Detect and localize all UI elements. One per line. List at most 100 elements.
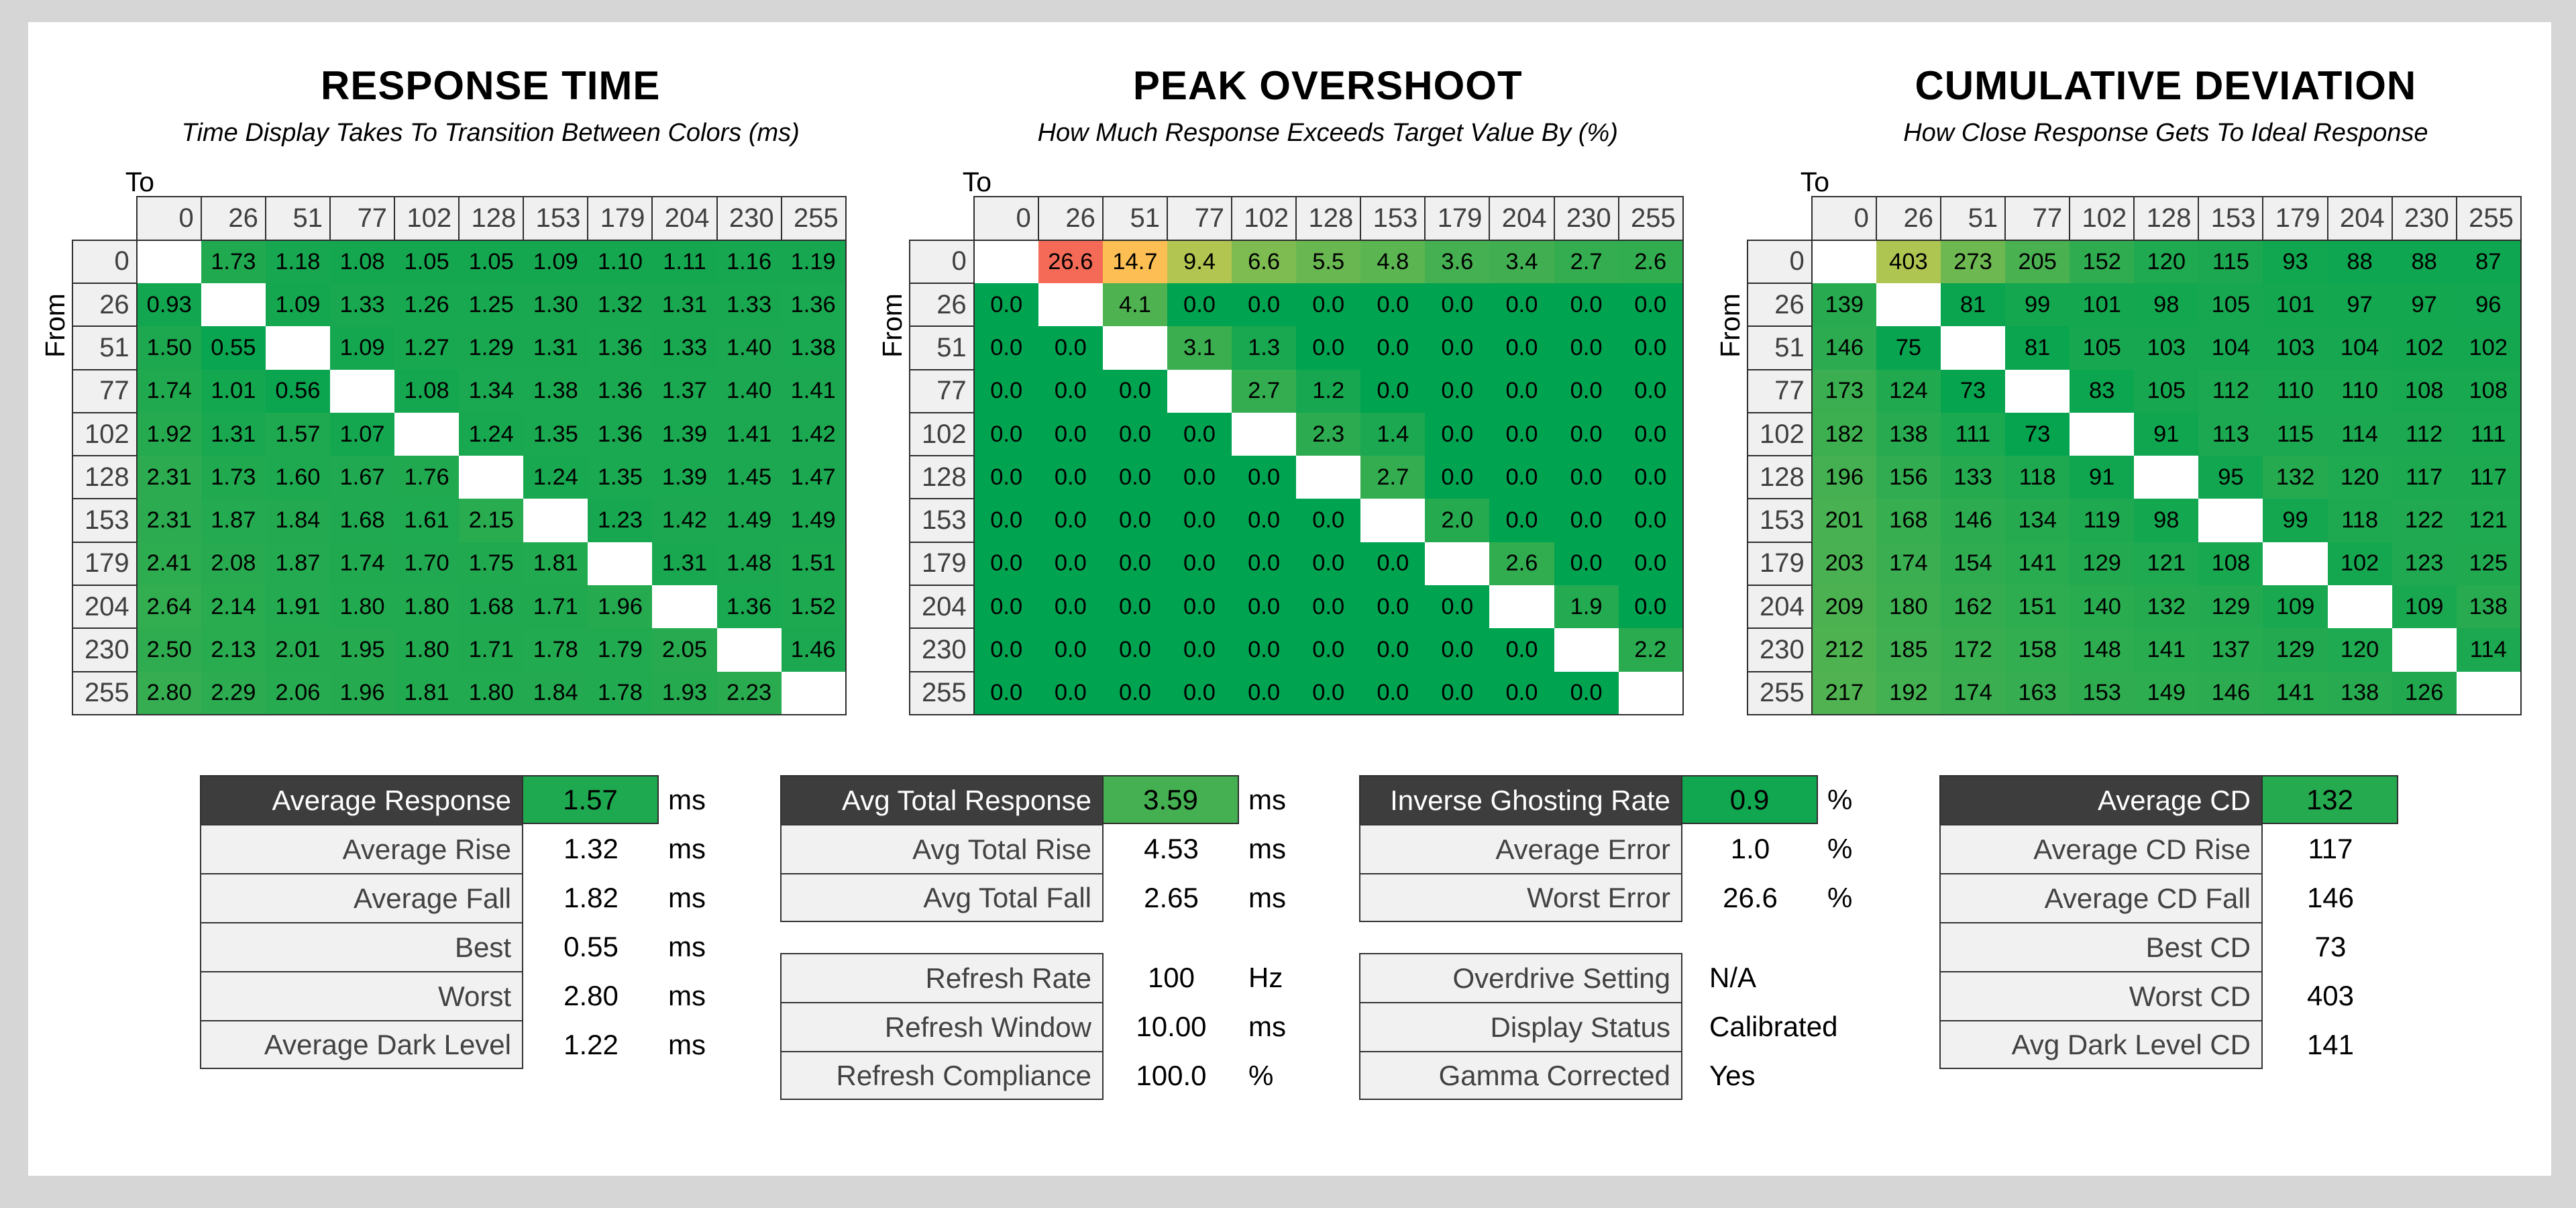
heatmap-table: 0 26 51 77 102 128 153 179 204 230 255 0 1.73 1.18 1.0… [71,195,847,715]
matrix-cell: 203 [1811,542,1876,586]
matrix-cell: 273 [1940,240,2006,283]
matrix-cell: 99 [2005,283,2070,327]
matrix-col-header: 230 [716,195,782,241]
matrix-cell: 0.0 [1618,369,1684,413]
matrix-cell: 101 [2070,283,2135,327]
summary-label: Avg Total Fall [780,873,1104,922]
matrix-cell: 149 [2134,671,2199,715]
matrix-cell: 2.7 [1360,456,1426,499]
matrix-cell: 1.32 [588,283,653,327]
summary-label: Refresh Rate [780,953,1104,1002]
matrix-cell: 1.05 [394,240,460,283]
matrix-cell: 1.68 [459,585,524,629]
matrix-cell: 0.0 [1425,283,1490,327]
matrix-cell: 0.0 [1425,671,1490,715]
matrix-corner [909,196,974,240]
matrix-cell: 0.0 [1618,326,1684,370]
matrix-cell: 151 [2005,585,2070,629]
matrix-cell: 1.3 [1232,326,1297,370]
matrix-col-header: 204 [651,195,718,241]
matrix-row-header: 26 [71,282,138,328]
matrix-cell: 0.0 [973,456,1038,499]
matrix-cell: 1.75 [459,542,524,586]
summary-value: 1.0 [1730,832,1770,864]
matrix-row-header: 128 [908,455,975,500]
matrix-cell: 114 [2327,412,2392,456]
matrix-cell: 0.0 [973,671,1038,715]
matrix-cell: 0.0 [1489,412,1554,456]
matrix-row-header: 255 [71,670,138,715]
matrix-cell: 2.06 [265,671,330,715]
matrix-row-header: 51 [1746,325,1813,370]
matrix-cell: 1.87 [201,499,266,542]
matrix-cell: 99 [2263,499,2328,542]
matrix-cell [1876,283,1941,327]
matrix-cell: 1.46 [781,628,847,672]
summary-block: Inverse Ghosting Rate 0.9% Average Error 1.… [1359,775,1852,922]
matrix-cell: 1.36 [588,369,653,413]
matrix-cell [2263,542,2328,586]
matrix-cell: 0.0 [1232,671,1297,715]
matrix-cell: 103 [2263,326,2328,370]
matrix-cell: 91 [2070,456,2135,499]
summary-unit: % [1827,832,1853,864]
matrix-cell: 172 [1940,628,2006,672]
matrix-cell: 129 [2198,585,2263,629]
matrix-cell: 88 [2327,240,2392,283]
matrix-cell: 3.1 [1167,326,1232,370]
matrix-cell: 108 [2456,369,2522,413]
matrix-col-header: 51 [1939,195,2006,241]
matrix-cell: 117 [2392,456,2457,499]
summary-label: Refresh Compliance [780,1051,1104,1100]
matrix-cell: 0.0 [1554,499,1619,542]
matrix-cell: 134 [2005,499,2070,542]
summary-unit: % [1827,881,1853,913]
matrix-cell: 0.0 [1232,585,1297,629]
summary-row: Refresh Rate 100 Hz [780,953,1286,1002]
matrix-cell: 152 [2070,240,2135,283]
matrix-cell: 1.39 [652,412,717,456]
matrix-col-header: 204 [1489,195,1555,241]
matrix-cell: 124 [1876,369,1941,413]
matrix-cell [652,585,717,629]
matrix-cell: 148 [2070,628,2135,672]
matrix-cell: 2.80 [136,671,201,715]
matrix-cell: 0.0 [1489,628,1554,672]
matrix-cell: 2.31 [136,456,201,499]
matrix-cell: 2.41 [136,542,201,586]
matrix-cell: 1.95 [329,628,395,672]
matrix-cell: 87 [2456,240,2522,283]
matrix-cell: 1.80 [459,671,524,715]
matrix-cell: 0.0 [1489,456,1554,499]
chart-title: PEAK OVERSHOOT [1132,63,1523,108]
matrix-cell: 3.6 [1425,240,1490,283]
matrix-cell: 1.01 [201,369,266,413]
matrix-cell: 2.50 [136,628,201,672]
matrix-col-header: 204 [2326,195,2393,241]
matrix-cell: 1.4 [1360,412,1426,456]
matrix-cell: 1.73 [201,456,266,499]
matrix-row-header: 128 [1746,455,1813,500]
matrix-cell: 73 [2005,412,2070,456]
matrix-cell: 1.09 [265,283,330,327]
matrix-col-header: 51 [264,195,331,241]
matrix-cell: 217 [1811,671,1876,715]
matrix-cell: 2.14 [201,585,266,629]
matrix-cell: 0.0 [1489,369,1554,413]
matrix-cell: 146 [2198,671,2263,715]
matrix-cell: 168 [1876,499,1941,542]
matrix-cell: 98 [2134,499,2199,542]
matrix-cell: 0.0 [1102,369,1167,413]
summary-row: Avg Total Response 3.59 ms [780,775,1286,824]
matrix-cell [588,542,653,586]
summary-row: Average Fall 1.82 ms [200,873,706,922]
matrix-cell: 0.0 [1296,283,1361,327]
matrix-cell: 125 [2456,542,2522,586]
matrix-cell: 5.5 [1296,240,1361,283]
matrix-row-header: 230 [908,627,975,672]
matrix-cell [1811,240,1876,283]
matrix-cell: 0.0 [1102,671,1167,715]
matrix-cell [2456,671,2522,715]
matrix-cell: 209 [1811,585,1876,629]
matrix-cell: 1.51 [781,542,847,586]
